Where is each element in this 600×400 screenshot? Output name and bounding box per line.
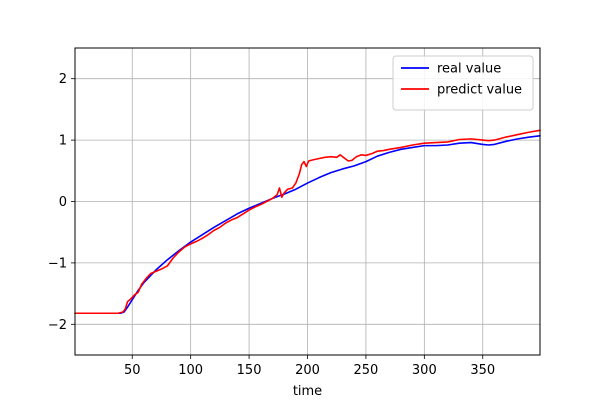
x-tick-label: 200 <box>295 363 320 378</box>
legend-label: real value <box>437 62 501 77</box>
x-tick-label: 350 <box>470 363 495 378</box>
y-tick-label: −2 <box>48 318 67 333</box>
x-tick-label: 150 <box>237 363 262 378</box>
y-tick-label: 1 <box>59 134 67 149</box>
legend-box <box>392 55 534 111</box>
x-tick-label: 50 <box>124 363 141 378</box>
x-tick-label: 250 <box>354 363 379 378</box>
series-line-predict-value <box>74 129 541 315</box>
y-tick-label: 0 <box>59 195 67 210</box>
legend-label: predict value <box>437 83 522 98</box>
y-tick-label: 2 <box>59 72 67 87</box>
axis-ticks: 50 100 150 200 250 300 350 −2 −1 0 1 2 <box>48 72 495 378</box>
legend: real value predict value <box>392 55 534 111</box>
y-tick-label: −1 <box>48 256 67 271</box>
x-tick-label: 100 <box>178 363 203 378</box>
series-lines <box>74 129 541 315</box>
x-tick-label: 300 <box>412 363 437 378</box>
x-axis-label: time <box>293 384 322 399</box>
